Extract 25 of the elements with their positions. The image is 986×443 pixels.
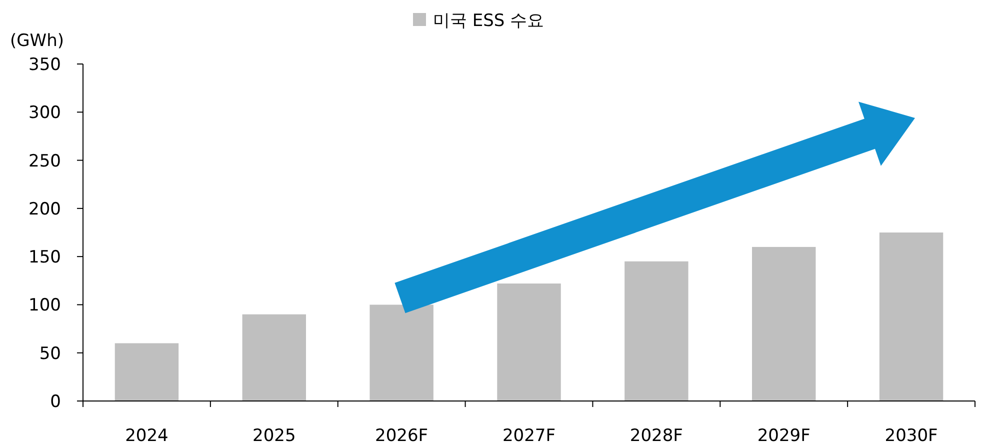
y-tick-label: 150 <box>28 248 61 268</box>
x-tick-label: 2027F <box>502 426 556 443</box>
x-tick-label: 2030F <box>884 426 938 443</box>
x-tick-label: 2029F <box>757 426 810 443</box>
bar <box>624 261 688 401</box>
y-tick-label: 100 <box>28 296 61 316</box>
x-tick-label: 2026F <box>375 426 428 443</box>
bar <box>879 232 944 401</box>
y-tick-label: 250 <box>28 151 61 172</box>
y-axis-title: (GWh) <box>10 31 64 51</box>
bar <box>497 284 561 401</box>
y-tick-label: 300 <box>28 103 61 124</box>
legend: 미국 ESS 수요 <box>413 11 544 31</box>
y-tick-label: 50 <box>39 344 61 364</box>
bar <box>114 343 179 401</box>
bar <box>242 314 306 401</box>
bar <box>752 246 816 401</box>
y-tick-label: 0 <box>50 392 61 412</box>
y-tick-label: 350 <box>28 55 61 75</box>
y-tick-label: 200 <box>28 199 61 220</box>
x-tick-label: 2025 <box>252 426 296 443</box>
bar <box>370 304 434 401</box>
x-tick-label: 2028F <box>630 426 683 443</box>
x-tick-label: 2024 <box>125 426 168 443</box>
legend-label: 미국 ESS 수요 <box>433 11 544 31</box>
